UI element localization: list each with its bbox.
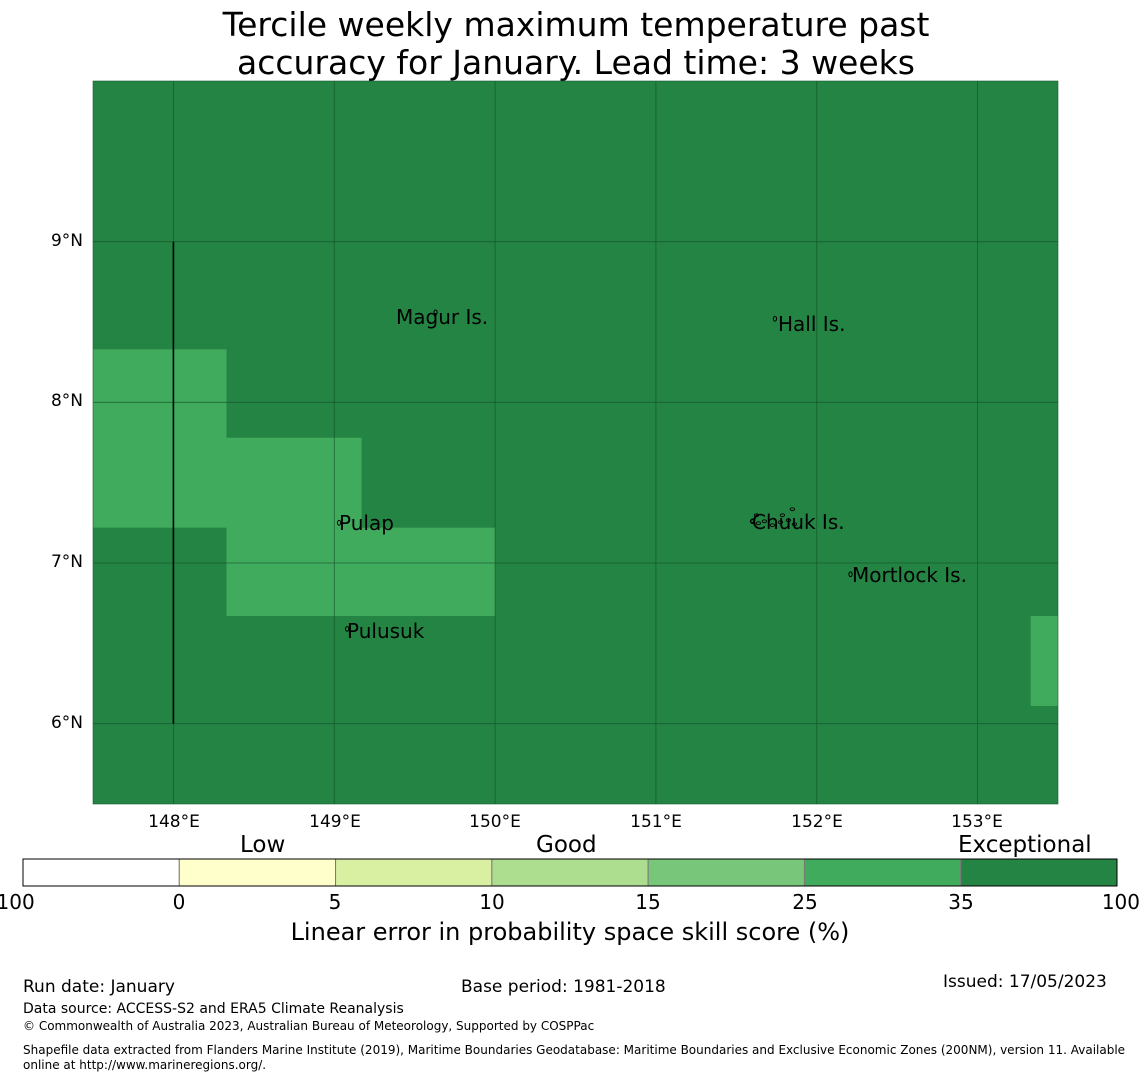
colorbar-segment-4 xyxy=(647,858,805,887)
lon-tick-148e: 148°E xyxy=(148,812,200,832)
chuuk-islet-7 xyxy=(791,522,798,527)
cbar-tick-10: 10 xyxy=(479,890,505,914)
cbar-tick-0: 0 xyxy=(172,890,186,914)
island-outline-2 xyxy=(336,519,342,526)
data-source: Data source: ACCESS-S2 and ERA5 Climate … xyxy=(23,1001,404,1017)
skill-cell-1 xyxy=(226,437,362,617)
colorbar-strip xyxy=(22,858,1118,887)
map-panel xyxy=(92,80,1059,805)
colorbar-label: Linear error in probability space skill … xyxy=(290,918,850,946)
run-date: Run date: January xyxy=(23,977,175,997)
island-label-mortlock: Mortlock Is. xyxy=(852,563,967,587)
title-line-1: Tercile weekly maximum temperature past xyxy=(222,5,930,44)
island-label-pulap: Pulap xyxy=(339,511,394,535)
colorbar-segment-0 xyxy=(22,858,180,887)
chuuk-islet-0 xyxy=(749,519,756,524)
chuuk-islet-9 xyxy=(753,513,760,518)
cbar-tick-15: 15 xyxy=(635,890,661,914)
chuuk-islet-2 xyxy=(761,519,768,524)
cbar-tick-minus100: -100 xyxy=(0,890,35,914)
chuuk-islet-8 xyxy=(779,513,786,518)
lon-tick-153e: 153°E xyxy=(951,812,1003,832)
colorbar-frame xyxy=(22,858,1118,887)
chuuk-islet-3 xyxy=(769,523,776,528)
skill-cell-0 xyxy=(93,349,227,528)
colorbar-segment-3 xyxy=(491,858,649,887)
lat-tick-8n: 8°N xyxy=(50,391,83,411)
lat-tick-7n: 7°N xyxy=(50,552,83,572)
cbar-tick-100: 100 xyxy=(1101,890,1140,914)
island-label-hall: Hall Is. xyxy=(778,312,846,336)
island-outline-1 xyxy=(772,315,778,322)
island-outline-0 xyxy=(433,309,438,316)
cbar-tick-35: 35 xyxy=(948,890,974,914)
chuuk-islet-1 xyxy=(755,521,762,526)
lon-tick-149e: 149°E xyxy=(309,812,361,832)
copyright-notice: © Commonwealth of Australia 2023, Austra… xyxy=(23,1019,595,1033)
title-line-2: accuracy for January. Lead time: 3 weeks xyxy=(237,43,915,82)
chuuk-islet-6 xyxy=(789,507,796,512)
category-label-low: Low xyxy=(240,832,286,858)
chuuk-islet-4 xyxy=(777,520,784,525)
base-period: Base period: 1981-2018 xyxy=(461,977,666,997)
lat-tick-6n: 6°N xyxy=(50,713,83,733)
island-outline-4 xyxy=(848,571,853,578)
cbar-tick-5: 5 xyxy=(328,890,342,914)
map-title: Tercile weekly maximum temperature past … xyxy=(0,6,1140,82)
island-outline-5 xyxy=(345,625,350,632)
colorbar-segment-1 xyxy=(178,858,337,887)
island-label-magur: Magur Is. xyxy=(396,305,489,329)
shapefile-note: Shapefile data extracted from Flanders M… xyxy=(23,1043,1126,1072)
lon-tick-150e: 150°E xyxy=(469,812,521,832)
skill-cell-3 xyxy=(1030,616,1058,706)
cbar-tick-25: 25 xyxy=(792,890,818,914)
island-label-pulusuk: Pulusuk xyxy=(347,619,425,643)
colorbar-segment-2 xyxy=(335,858,493,887)
colorbar-segment-6 xyxy=(960,858,1118,887)
lon-tick-152e: 152°E xyxy=(791,812,843,832)
lon-tick-151e: 151°E xyxy=(630,812,682,832)
island-label-chuuk: Chuuk Is. xyxy=(752,510,845,534)
issued-date: Issued: 17/05/2023 xyxy=(943,972,1107,992)
skill-cell-2 xyxy=(361,527,496,617)
chuuk-islet-5 xyxy=(785,518,792,523)
category-label-exceptional: Exceptional xyxy=(958,832,1092,858)
lat-tick-9n: 9°N xyxy=(50,231,83,251)
category-label-good: Good xyxy=(536,832,597,858)
colorbar-segment-5 xyxy=(803,858,962,887)
map-frame xyxy=(92,80,1059,805)
island-outline-3 xyxy=(750,518,755,525)
